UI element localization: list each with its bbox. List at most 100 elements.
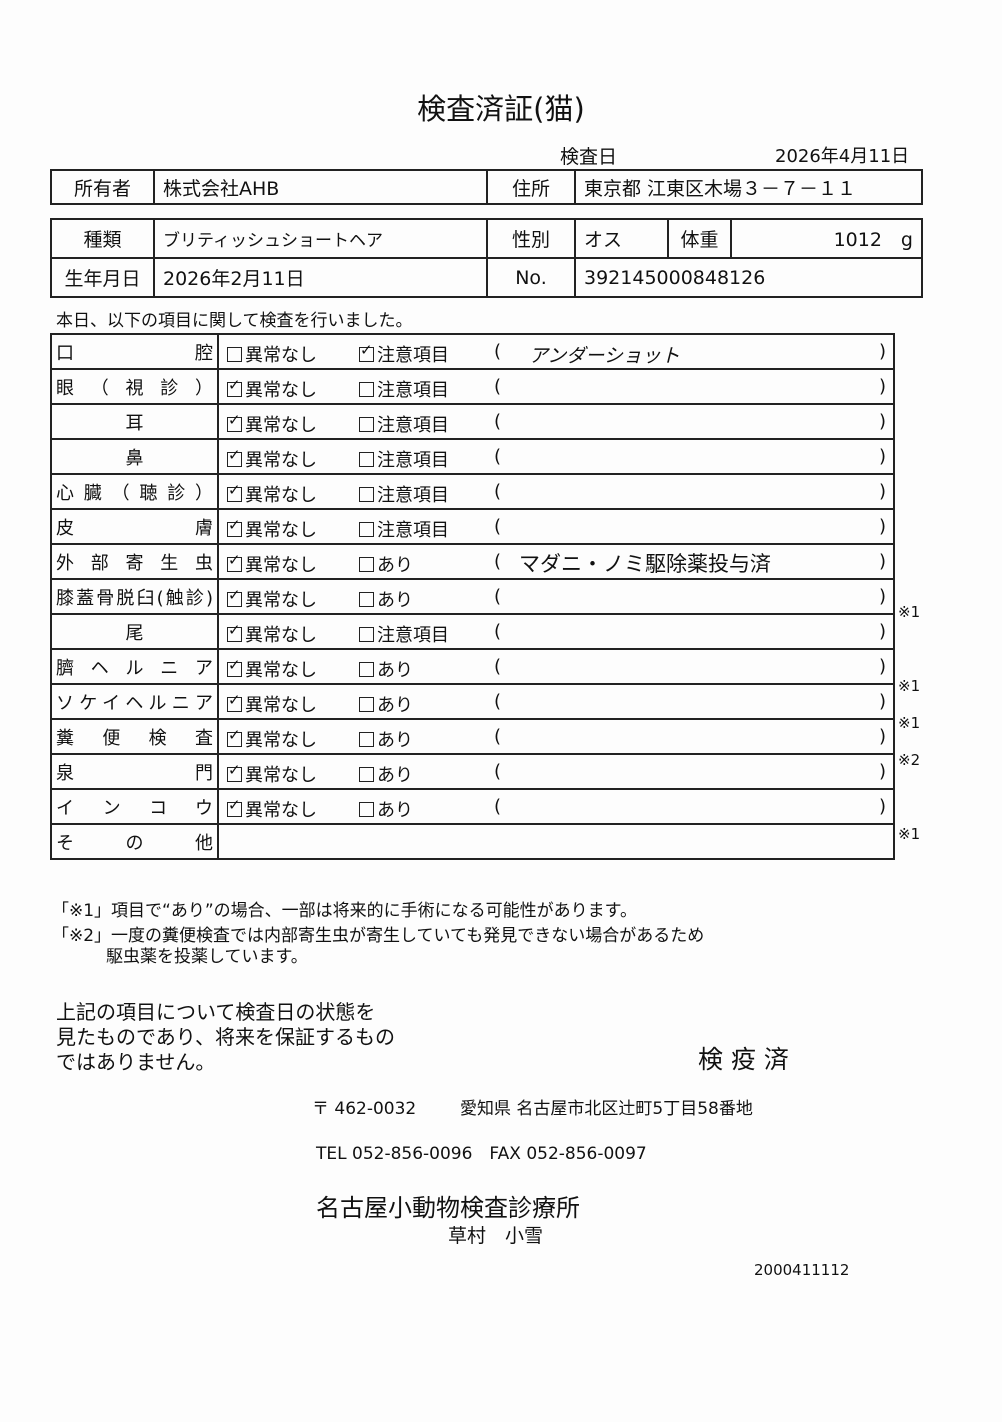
owner-value: 株式会社AHB [153,169,488,205]
checkbox-icon[interactable] [359,341,374,362]
result-option[interactable]: 注意項目 [359,341,449,367]
footnote-ref: ※1 [898,825,921,844]
checkbox-icon[interactable] [227,347,242,362]
exam-row: 鼻 異常なし 注意項目 () [50,438,895,475]
exam-item-label: インコウ [50,788,219,825]
checkbox-icon[interactable] [227,691,242,712]
intro-text: 本日、以下の項目に関して検査を行いました。 [56,311,413,331]
checkbox-icon[interactable] [227,551,242,572]
result-option[interactable]: 異常なし [227,481,317,507]
result-option[interactable]: 注意項目 [359,446,449,472]
option-label: 異常なし [245,625,317,646]
checkbox-icon[interactable] [359,802,374,817]
footnote-1: 「※1」項目で“あり”の場合、一部は将来的に手術になる可能性があります。 [52,901,637,921]
checkbox-icon[interactable] [359,452,374,467]
checkbox-icon[interactable] [359,732,374,747]
result-option[interactable]: 異常なし [227,761,317,787]
paren-open: ( [494,551,502,572]
checkbox-icon[interactable] [227,586,242,607]
result-option[interactable]: あり [359,761,413,787]
birth-label: 生年月日 [50,257,155,298]
result-option[interactable]: 異常なし [227,586,317,612]
clinic-address: 愛知県 名古屋市北区辻町5丁目58番地 [460,1099,753,1119]
result-option[interactable]: 注意項目 [359,411,449,437]
checkbox-icon[interactable] [227,446,242,467]
paren-open: ( [494,516,502,537]
checkbox-icon[interactable] [359,417,374,432]
exam-result: 異常なし あり () [217,788,895,825]
footnote-ref: ※1 [898,714,921,732]
paren-open: ( [494,761,502,782]
result-option[interactable]: 注意項目 [359,516,449,542]
option-label: 異常なし [245,590,317,611]
breed-value: ブリティッシュショートヘア [153,218,488,259]
checkbox-icon[interactable] [227,656,242,677]
pet-table: 種類 ブリティッシュショートヘア 性別 オス 体重 1012 g 生年月日 20… [50,218,923,298]
checkbox-icon[interactable] [227,761,242,782]
result-option[interactable]: 異常なし [227,341,317,367]
checkbox-icon[interactable] [227,481,242,502]
exam-item-label: 心臓（聴診） [50,473,219,510]
checkbox-icon[interactable] [227,796,242,817]
weight-label: 体重 [667,218,732,259]
result-option[interactable]: 異常なし [227,446,317,472]
checkbox-icon[interactable] [227,726,242,747]
exam-result: 異常なし 注意項目 () [217,403,895,440]
result-option[interactable]: 異常なし [227,516,317,542]
birth-value: 2026年2月11日 [153,257,488,298]
result-option[interactable]: 注意項目 [359,376,449,402]
checkbox-icon[interactable] [359,557,374,572]
address-value: 東京都 江東区木場３－７－１１ [574,169,923,205]
checkbox-icon[interactable] [227,411,242,432]
checkbox-icon[interactable] [359,592,374,607]
exam-row: 尾 異常なし 注意項目 () [50,613,895,650]
result-option[interactable]: あり [359,551,413,577]
exam-result: 異常なし あり (マダニ・ノミ駆除薬投与済) [217,543,895,580]
option-label: 異常なし [245,555,317,576]
result-option[interactable]: あり [359,691,413,717]
result-option[interactable]: 異常なし [227,621,317,647]
option-label: あり [377,765,413,786]
option-label: 異常なし [245,345,317,366]
result-option[interactable]: あり [359,656,413,682]
checkbox-icon[interactable] [359,662,374,677]
checkbox-icon[interactable] [359,697,374,712]
result-option[interactable]: 注意項目 [359,621,449,647]
exam-date: 2026年4月11日 [775,146,910,167]
checkbox-icon[interactable] [359,627,374,642]
checkbox-icon[interactable] [227,376,242,397]
exam-row: 膝蓋骨脱臼(触診) 異常なし あり () [50,578,895,615]
exam-row: インコウ 異常なし あり () [50,788,895,825]
footnote-ref: ※1 [898,676,921,695]
doctor-name: 草村 小雪 [448,1225,544,1247]
result-option[interactable]: 異常なし [227,656,317,682]
checkbox-icon[interactable] [359,767,374,782]
result-option[interactable]: 注意項目 [359,481,449,507]
checkbox-icon[interactable] [227,516,242,537]
disclaimer-line: ではありません。 [56,1050,216,1074]
exam-item-label: ソケイヘルニア [50,683,219,720]
checkbox-icon[interactable] [227,621,242,642]
result-option[interactable]: 異常なし [227,411,317,437]
result-option[interactable]: あり [359,726,413,752]
paren-close: ) [879,341,887,362]
result-option[interactable]: 異常なし [227,796,317,822]
sex-label: 性別 [486,218,576,259]
result-option[interactable]: 異常なし [227,551,317,577]
paren-close: ) [879,796,887,817]
result-option[interactable]: 異常なし [227,691,317,717]
breed-label: 種類 [50,218,155,259]
checkbox-icon[interactable] [359,487,374,502]
option-label: 異常なし [245,380,317,401]
result-option[interactable]: あり [359,586,413,612]
result-option[interactable]: 異常なし [227,726,317,752]
checkbox-icon[interactable] [359,382,374,397]
paren-open: ( [494,726,502,747]
option-label: 異常なし [245,730,317,751]
detail-text: マダニ・ノミ駆除薬投与済 [519,552,771,576]
exam-row: 耳 異常なし 注意項目 () [50,403,895,440]
checkbox-icon[interactable] [359,522,374,537]
result-option[interactable]: 異常なし [227,376,317,402]
exam-row: 眼（視診） 異常なし 注意項目 () [50,368,895,405]
result-option[interactable]: あり [359,796,413,822]
